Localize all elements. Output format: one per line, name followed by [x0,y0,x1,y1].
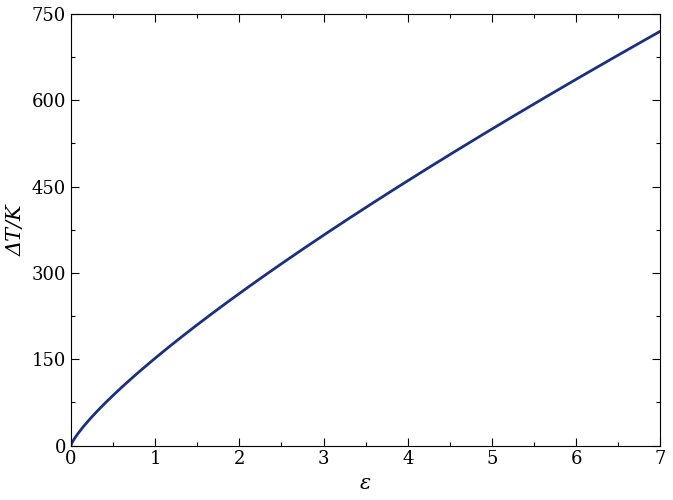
Y-axis label: ΔT/K: ΔT/K [7,204,26,256]
X-axis label: ε: ε [360,474,371,493]
